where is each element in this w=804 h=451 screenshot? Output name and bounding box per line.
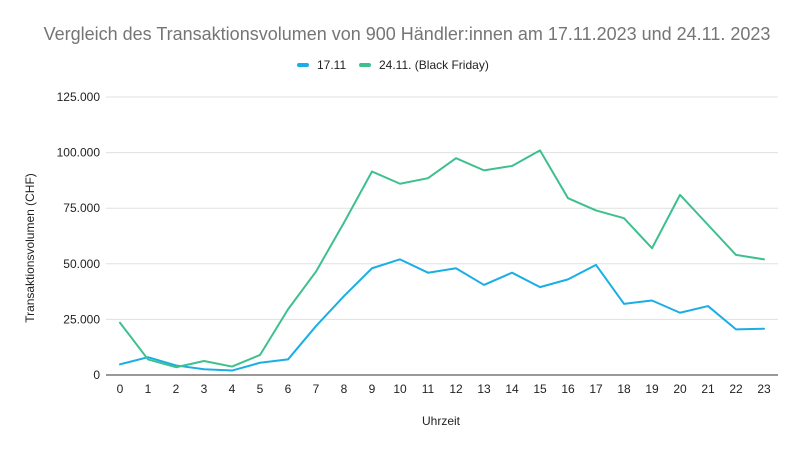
x-tick-label: 6 <box>285 382 292 396</box>
series-line-2 <box>119 149 765 369</box>
legend-item-2: 24.11. (Black Friday) <box>359 58 489 72</box>
legend-label: 24.11. (Black Friday) <box>379 58 489 72</box>
x-axis-label: Uhrzeit <box>422 414 461 428</box>
gridlines <box>106 96 778 376</box>
y-axis-ticks: 0 25.000 50.000 75.000 100.000 125.000 <box>57 90 101 382</box>
x-tick-label: 23 <box>757 382 771 396</box>
x-tick-label: 11 <box>422 382 435 396</box>
y-tick-label: 25.000 <box>63 312 100 326</box>
x-tick-label: 17 <box>589 382 603 396</box>
series-lines <box>119 149 765 372</box>
x-tick-label: 7 <box>313 382 320 396</box>
x-tick-label: 10 <box>393 382 407 396</box>
legend-label: 17.11 <box>317 58 346 72</box>
x-tick-label: 3 <box>201 382 208 396</box>
x-tick-label: 15 <box>533 382 547 396</box>
x-tick-label: 16 <box>561 382 575 396</box>
y-tick-label: 100.000 <box>57 146 101 160</box>
x-tick-label: 21 <box>701 382 715 396</box>
x-tick-label: 19 <box>645 382 659 396</box>
x-tick-label: 13 <box>477 382 491 396</box>
x-tick-label: 5 <box>257 382 264 396</box>
x-tick-label: 22 <box>729 382 743 396</box>
chart-title: Vergleich des Transaktionsvolumen von 90… <box>44 24 771 44</box>
y-tick-label: 125.000 <box>57 90 101 104</box>
legend-swatch <box>297 63 309 67</box>
legend-swatch <box>359 63 371 67</box>
x-tick-label: 2 <box>173 382 180 396</box>
x-axis-ticks: 0 1 2 3 4 5 6 7 8 9 10 11 12 13 14 15 16 17 18 19 20 21 22 23 <box>117 382 771 396</box>
x-tick-label: 4 <box>229 382 236 396</box>
y-axis-label: Transaktionsvolumen (CHF) <box>23 173 37 323</box>
y-tick-label: 0 <box>93 368 100 382</box>
y-tick-label: 50.000 <box>63 257 100 271</box>
legend-item-1: 17.11 <box>297 58 346 72</box>
x-tick-label: 20 <box>673 382 687 396</box>
legend: 17.11 24.11. (Black Friday) <box>297 58 489 72</box>
x-tick-label: 18 <box>617 382 631 396</box>
x-tick-label: 1 <box>145 382 152 396</box>
x-tick-label: 8 <box>341 382 348 396</box>
x-tick-label: 0 <box>117 382 124 396</box>
x-tick-label: 12 <box>449 382 463 396</box>
series-line-1 <box>119 258 765 372</box>
y-tick-label: 75.000 <box>63 201 100 215</box>
x-tick-label: 9 <box>369 382 376 396</box>
x-tick-label: 14 <box>505 382 519 396</box>
